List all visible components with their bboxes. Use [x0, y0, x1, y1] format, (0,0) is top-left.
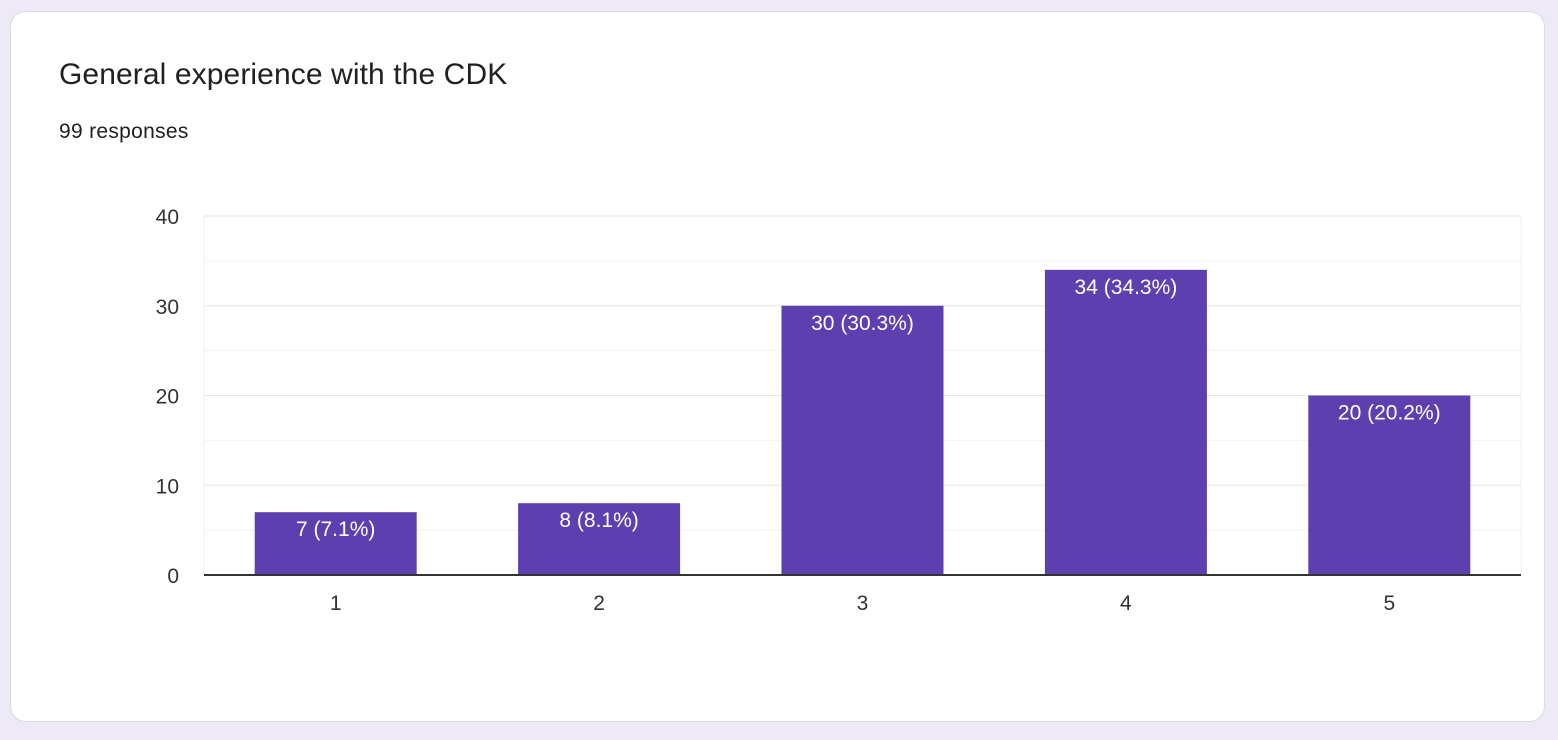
response-count: 99 responses: [59, 120, 189, 143]
x-tick-label: 1: [330, 592, 342, 615]
y-axis-ticks: 0 10 20 30 40: [156, 206, 179, 588]
y-tick-label: 0: [167, 565, 179, 588]
bar: [1044, 269, 1207, 575]
question-title: General experience with the CDK: [59, 58, 508, 91]
x-tick-label: 5: [1383, 592, 1395, 615]
bar-data-label: 20 (20.2%): [1338, 402, 1441, 425]
chart-bars: [254, 269, 1471, 575]
x-tick-label: 3: [857, 592, 869, 615]
y-tick-label: 20: [156, 386, 179, 409]
bar-data-label: 34 (34.3%): [1075, 276, 1178, 299]
bar-data-label: 7 (7.1%): [296, 518, 375, 541]
bar: [781, 305, 944, 575]
bar: [1308, 395, 1471, 575]
y-tick-label: 10: [156, 475, 179, 498]
chart-data-labels: 7 (7.1%) 8 (8.1%) 30 (30.3%) 34 (34.3%) 20 (…: [296, 276, 1441, 541]
bar-data-label: 8 (8.1%): [559, 509, 638, 532]
x-tick-label: 2: [593, 592, 605, 615]
y-tick-label: 30: [156, 296, 179, 319]
y-tick-label: 40: [156, 206, 179, 229]
question-card: General experience with the CDK 99 respo…: [10, 11, 1545, 722]
bar-data-label: 30 (30.3%): [811, 312, 914, 335]
bar: [254, 512, 417, 575]
bar: [518, 503, 681, 575]
x-tick-label: 4: [1120, 592, 1132, 615]
x-axis-ticks: 1 2 3 4 5: [204, 574, 1521, 615]
